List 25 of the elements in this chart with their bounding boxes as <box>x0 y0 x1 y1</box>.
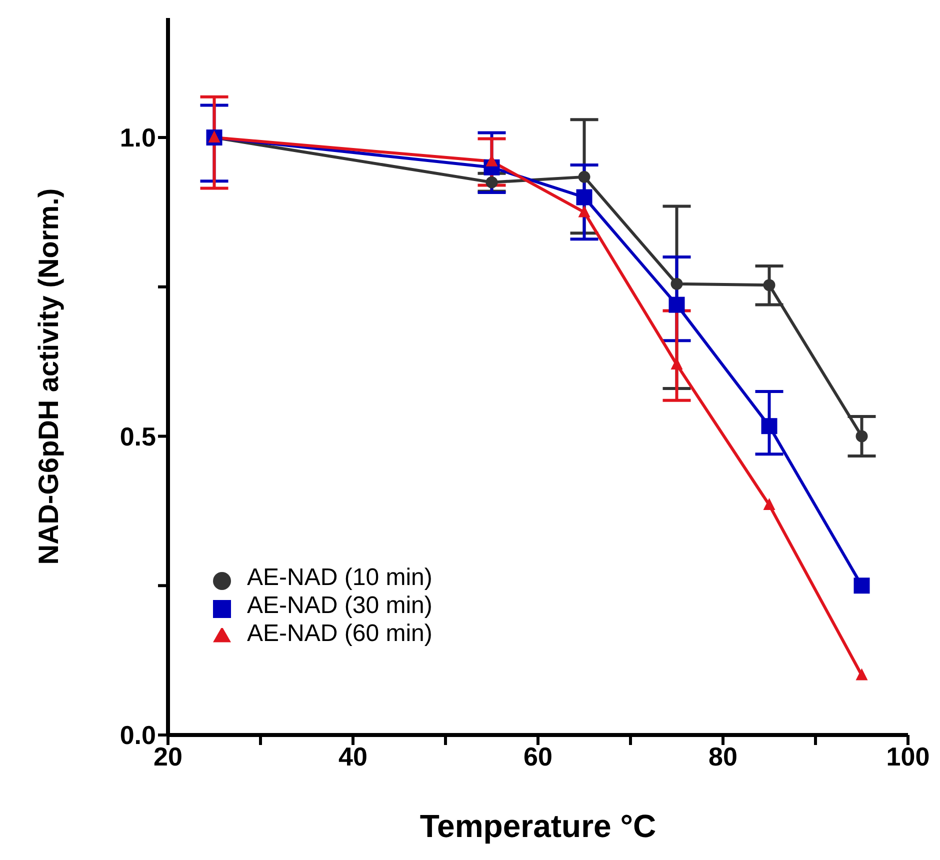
x-tick-label: 80 <box>708 741 738 772</box>
legend-label: AE-NAD (30 min) <box>247 592 432 619</box>
y-tick-label: 0.5 <box>120 421 156 452</box>
point <box>761 418 778 434</box>
y-tick-label: 0.0 <box>120 720 156 750</box>
point <box>763 279 776 292</box>
x-tick-label: 60 <box>524 741 552 772</box>
point <box>763 498 776 510</box>
legend-label: AE-NAD (10 min) <box>247 564 432 591</box>
x-axis-title: Temperature °C <box>420 808 656 844</box>
x-tick-label: 100 <box>886 741 930 772</box>
point <box>578 205 590 218</box>
point <box>670 278 683 290</box>
point <box>578 170 590 183</box>
point <box>668 296 685 313</box>
point <box>576 189 592 206</box>
legend-label: AE-NAD (60 min) <box>247 620 432 647</box>
point <box>856 430 868 442</box>
y-tick-label: 1.0 <box>120 122 156 153</box>
x-tick-label: 40 <box>338 741 368 772</box>
x-tick-label: 20 <box>154 741 182 772</box>
point <box>856 668 868 680</box>
y-axis-title: NAD-G6pDH activity (Norm.) <box>32 188 64 565</box>
point <box>486 176 498 188</box>
point <box>854 578 870 594</box>
